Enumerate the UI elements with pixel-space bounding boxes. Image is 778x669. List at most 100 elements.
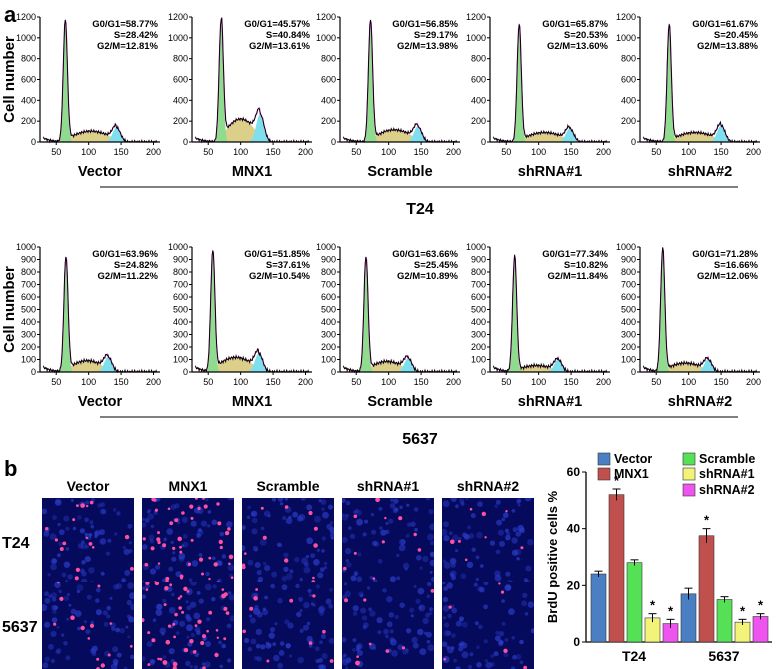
dapi-nucleus [444,622,449,627]
brdu-positive-nucleus [418,548,422,552]
x-tick-label: 100 [681,377,696,387]
g0g1-percentage: G0/G1=63.66% [392,249,458,260]
dapi-nucleus [67,593,70,596]
dapi-nucleus [484,639,488,643]
dapi-nucleus [516,500,520,504]
s-phase-percentage: S=10.82% [564,260,609,271]
y-tick-label: 900 [621,255,636,265]
dapi-nucleus [368,607,372,611]
dapi-nucleus [447,582,453,588]
y-tick-label: 400 [321,95,336,105]
g2m-percentage: G2/M=13.61% [249,41,311,52]
brdu-positive-nucleus [214,653,218,657]
dapi-nucleus [317,549,320,552]
brdu-positive-nucleus [157,531,160,534]
brdu-positive-nucleus [72,518,75,521]
dapi-nucleus [306,504,312,510]
dapi-nucleus [186,616,191,621]
microscopy-tile-T24-MNX1 [142,498,234,585]
brdu-positive-nucleus [289,599,293,603]
dapi-nucleus [342,537,348,543]
dapi-nucleus [516,557,519,560]
brdu-positive-nucleus [384,517,386,519]
dapi-nucleus [303,602,309,608]
g0g1-percentage: G0/G1=65.87% [542,19,608,30]
dapi-nucleus [71,499,74,502]
dapi-nucleus [417,629,423,635]
dapi-nucleus [190,582,197,586]
dapi-nucleus [447,647,454,654]
dapi-nucleus [282,516,286,520]
dapi-nucleus [414,507,418,511]
dapi-nucleus [52,558,57,563]
brdu-positive-nucleus [312,577,315,580]
dapi-nucleus [451,608,457,614]
dapi-nucleus [498,530,504,536]
microscopy-image [242,498,334,585]
brdu-positive-nucleus [188,563,191,566]
dapi-nucleus [63,516,69,522]
significance-marker: * [704,513,710,528]
microscopy-tile-5637-shRNA#2 [442,582,534,669]
brdu-positive-nucleus [155,582,159,585]
x-tick-label: 50 [501,147,511,157]
brdu-positive-nucleus [208,611,212,615]
dapi-nucleus [269,632,275,638]
dapi-nucleus [345,548,351,554]
brdu-positive-nucleus [261,507,264,510]
dapi-nucleus [194,613,201,620]
dapi-nucleus [429,509,434,514]
dapi-nucleus [56,500,59,503]
dapi-nucleus [382,588,387,593]
brdu-positive-nucleus [125,535,129,539]
dapi-nucleus [326,599,332,605]
dapi-nucleus [280,641,285,646]
dapi-nucleus [67,574,72,579]
x-tick-label: 50 [351,377,361,387]
dapi-nucleus [77,515,82,520]
dapi-nucleus [506,584,512,590]
x-tick-label: 150 [414,377,429,387]
y-tick-label: 300 [21,330,36,340]
dapi-nucleus [183,542,189,548]
dapi-nucleus [96,609,102,615]
dapi-nucleus [277,543,281,547]
dapi-nucleus [272,642,276,646]
dapi-nucleus [127,635,130,638]
dapi-nucleus [377,617,383,623]
brdu-positive-nucleus [157,658,160,661]
dapi-nucleus [387,621,393,627]
s-phase-percentage: S=16.66% [714,260,759,271]
dapi-nucleus [304,562,309,567]
dapi-nucleus [44,622,50,628]
dapi-nucleus [516,654,522,660]
dapi-nucleus [282,584,288,590]
brdu-positive-nucleus [458,540,461,543]
dapi-nucleus [525,612,529,616]
dapi-nucleus [472,548,476,552]
dapi-nucleus [371,513,374,516]
dapi-nucleus [185,661,190,666]
dapi-nucleus [190,602,196,608]
g0g1-percentage: G0/G1=51.85% [244,249,310,260]
dapi-nucleus [260,539,267,546]
dapi-nucleus [299,609,302,612]
dapi-nucleus [85,629,90,634]
dapi-nucleus [298,514,305,521]
bar-category-label: T24 [622,648,646,664]
dapi-nucleus [378,507,382,511]
dapi-nucleus [527,539,533,545]
dapi-nucleus [356,648,360,652]
dapi-nucleus [275,622,278,625]
dapi-nucleus [227,658,231,662]
dapi-nucleus [202,662,206,666]
y-tick-label: 1000 [16,242,36,252]
y-tick-label: 700 [471,280,486,290]
dapi-nucleus [283,553,288,558]
brdu-positive-nucleus [216,629,219,632]
g0g1-peak-area [204,251,222,372]
dapi-nucleus [87,595,92,600]
y-tick-label: 300 [471,330,486,340]
dapi-nucleus [479,587,485,593]
brdu-positive-nucleus [200,641,204,645]
